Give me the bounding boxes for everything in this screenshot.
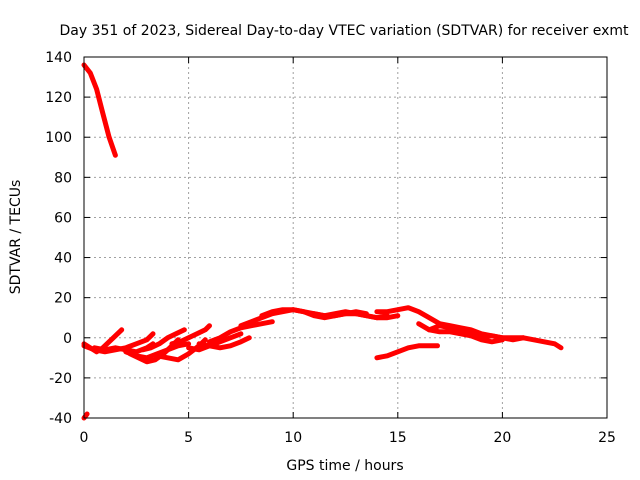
series-arc-2 [81,411,90,421]
y-tick-label: 60 [54,210,72,226]
series-arc-12 [196,335,252,351]
y-tick-label: 100 [45,130,72,146]
ticks: 0 5 10 15 20 25 -40 -20 0 20 40 60 80 100 120 140 [45,50,616,446]
series-arc-17 [374,305,564,351]
x-tick-label: 0 [80,430,89,446]
chart-title: Day 351 of 2023, Sidereal Day-to-day VTE… [60,23,630,39]
y-tick-label: 20 [54,291,72,307]
y-tick-label: 140 [45,50,72,66]
plot-frame [83,56,608,419]
series-arc-8 [140,327,187,353]
y-tick-label: 0 [63,331,72,347]
series-arc-10 [169,323,212,347]
y-tick-label: 120 [45,90,72,106]
x-axis-label: GPS time / hours [286,458,403,474]
y-axis-label: SDTVAR / TECUs [8,180,24,295]
series-arc-11 [186,331,244,353]
y-tick-label: 80 [54,170,72,186]
series-arc-1 [81,62,118,158]
y-tick-label: 40 [54,251,72,267]
series-arc-19 [426,323,526,343]
x-tick-label: 10 [284,430,302,446]
series-arc-20 [374,343,440,361]
series-arc-16 [311,309,390,321]
grid [84,57,607,418]
x-tick-label: 20 [493,430,511,446]
y-tick-label: -40 [49,411,72,427]
x-tick-label: 25 [598,430,616,446]
x-tick-label: 5 [184,430,193,446]
x-tick-label: 15 [389,430,407,446]
y-tick-label: -20 [49,371,72,387]
series-layer [81,62,564,421]
